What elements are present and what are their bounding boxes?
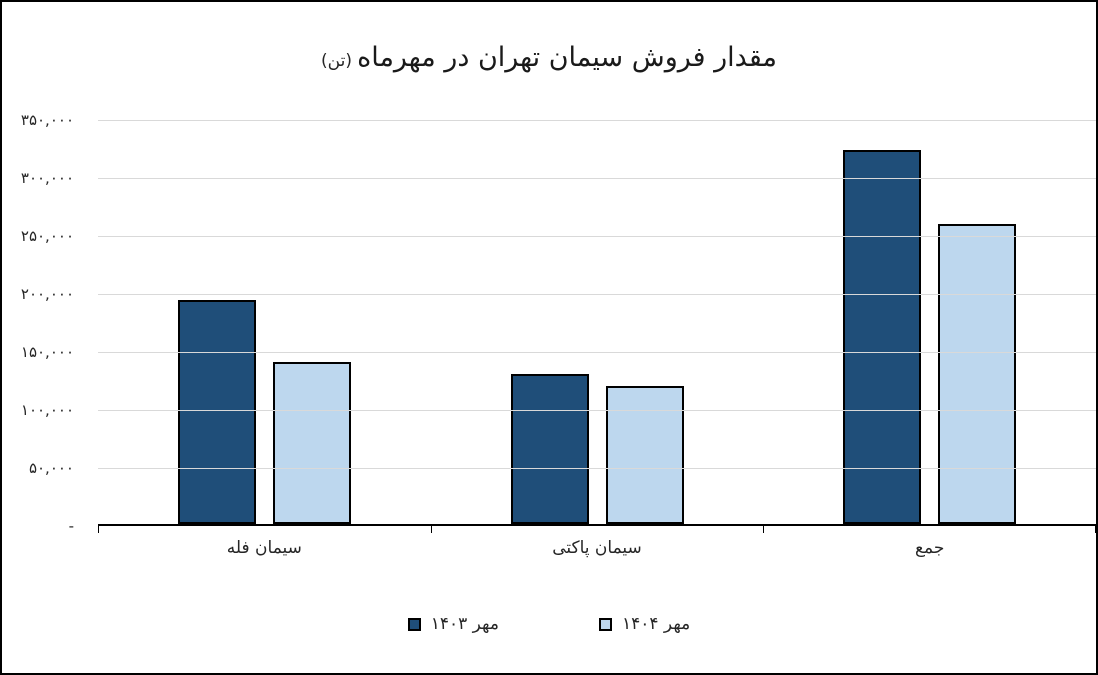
plot-area bbox=[98, 120, 1096, 533]
legend: مهر ۱۴۰۳ مهر ۱۴۰۴ bbox=[2, 614, 1096, 634]
gridline bbox=[98, 294, 1096, 295]
x-axis-tick bbox=[430, 526, 432, 533]
chart-title: مقدار فروش سیمان تهران در مهرماه (تن) bbox=[2, 42, 1096, 73]
y-tick-label: ۱۰۰,۰۰۰ bbox=[20, 401, 74, 419]
legend-label-2: مهر ۱۴۰۴ bbox=[622, 614, 691, 634]
x-axis: سیمان فله سیمان پاکتی جمع bbox=[98, 538, 1096, 558]
gridline bbox=[98, 120, 1096, 121]
bar-series1-cat2 bbox=[510, 373, 589, 524]
gridline bbox=[98, 236, 1096, 237]
chart-title-text: مقدار فروش سیمان تهران در مهرماه bbox=[357, 42, 777, 73]
legend-label-1: مهر ۱۴۰۳ bbox=[430, 614, 499, 634]
x-axis-tick bbox=[98, 526, 99, 533]
x-axis-tick bbox=[763, 526, 765, 533]
legend-item-2: مهر ۱۴۰۴ bbox=[599, 614, 690, 634]
y-tick-label: ۳۵۰,۰۰۰ bbox=[20, 111, 74, 129]
y-tick-label: ۱۵۰,۰۰۰ bbox=[20, 343, 74, 361]
bar-group-3 bbox=[763, 120, 1096, 524]
x-category-label-1: سیمان فله bbox=[226, 538, 302, 558]
gridline bbox=[98, 410, 1096, 411]
y-tick-label: - bbox=[68, 517, 74, 535]
y-tick-label: ۵۰,۰۰۰ bbox=[28, 459, 74, 477]
bar-groups bbox=[98, 120, 1096, 524]
bar-series2-cat3 bbox=[938, 223, 1017, 524]
y-tick-label: ۲۰۰,۰۰۰ bbox=[20, 285, 74, 303]
bar-series1-cat3 bbox=[843, 150, 922, 524]
gridline bbox=[98, 178, 1096, 179]
bar-series1-cat1 bbox=[177, 300, 256, 524]
legend-swatch-icon bbox=[599, 617, 612, 631]
x-axis-tick bbox=[1095, 526, 1096, 533]
bar-group-2 bbox=[431, 120, 764, 524]
x-category-label-3: جمع bbox=[914, 538, 945, 558]
legend-item-1: مهر ۱۴۰۳ bbox=[407, 614, 499, 634]
x-category-label-2: سیمان پاکتی bbox=[552, 538, 642, 558]
bar-series2-cat2 bbox=[605, 385, 684, 524]
gridline bbox=[98, 468, 1096, 469]
bar-group-1 bbox=[98, 120, 431, 524]
bar-series2-cat1 bbox=[272, 362, 351, 524]
chart-title-unit: (تن) bbox=[321, 51, 352, 71]
legend-swatch-icon bbox=[407, 617, 421, 631]
gridline bbox=[98, 352, 1096, 353]
y-tick-label: ۲۵۰,۰۰۰ bbox=[20, 227, 74, 245]
y-tick-label: ۳۰۰,۰۰۰ bbox=[20, 169, 74, 187]
